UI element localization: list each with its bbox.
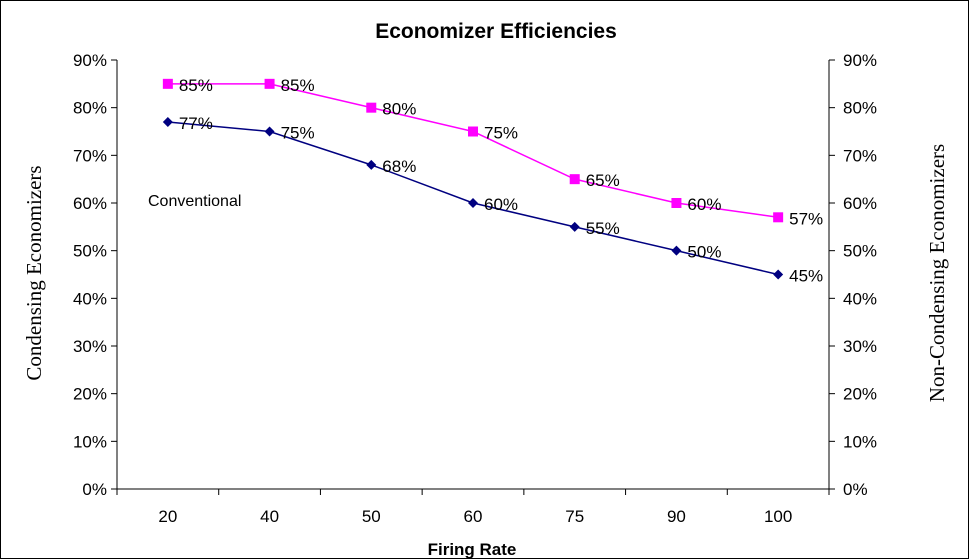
data-label-conventional: 75% <box>281 124 315 143</box>
y-left-tick-label: 20% <box>73 385 107 404</box>
y-right-tick-label: 80% <box>843 99 877 118</box>
series-conventional: 77% 75% 68% 60% 55% 50% 45% <box>162 114 823 286</box>
y-right-tick-label: 50% <box>843 242 877 261</box>
axes: 0% 0% 10% 10% 20% 20% 30% 30% 40% 40% 50% 50% 60% 60%… <box>73 51 877 526</box>
data-point-conventional <box>366 159 377 170</box>
x-tick-label: 100 <box>764 507 792 526</box>
data-point-condensing <box>773 212 784 223</box>
data-point-conventional <box>162 116 173 127</box>
series-condensing: 85% 85% 80% 75% 65% 60% 57% <box>162 76 823 228</box>
data-label-condensing: 65% <box>586 171 620 190</box>
data-point-conventional <box>468 198 478 208</box>
data-point-condensing <box>569 174 580 185</box>
chart-title: Economizer Efficiencies <box>375 20 617 43</box>
y-left-tick-label: 40% <box>73 289 107 308</box>
y-left-tick-label: 60% <box>73 194 107 213</box>
data-label-conventional: 60% <box>484 195 518 214</box>
y-left-tick-label: 70% <box>73 146 107 165</box>
y-right-tick-label: 40% <box>843 289 877 308</box>
y-axis-right-title: Non-Condensing Economizers <box>925 144 949 402</box>
y-right-tick-label: 70% <box>843 146 877 165</box>
series-layer: 85% 85% 80% 75% 65% 60% 57% 77% 75% 68% 60% 55% 50% 4… <box>162 76 823 286</box>
data-point-conventional <box>671 245 682 256</box>
x-tick-label: 60 <box>464 507 483 526</box>
data-label-condensing: 85% <box>281 76 315 95</box>
y-right-tick-label: 90% <box>843 51 877 70</box>
data-label-condensing: 57% <box>789 209 823 228</box>
y-right-tick-label: 0% <box>843 480 868 499</box>
data-label-condensing: 85% <box>179 76 213 95</box>
x-tick-label: 20 <box>158 507 177 526</box>
data-label-conventional: 68% <box>382 157 416 176</box>
x-tick-label: 75 <box>565 507 584 526</box>
data-label-conventional: 77% <box>179 114 213 133</box>
y-right-tick-label: 10% <box>843 432 877 451</box>
data-label-conventional: 55% <box>586 219 620 238</box>
y-left-tick-label: 50% <box>73 242 107 261</box>
y-left-tick-label: 30% <box>73 337 107 356</box>
data-point-condensing <box>264 78 275 89</box>
data-label-condensing: 80% <box>382 100 416 119</box>
data-point-condensing <box>468 126 478 137</box>
y-right-tick-label: 20% <box>843 385 877 404</box>
x-tick-label: 90 <box>667 507 686 526</box>
y-left-tick-label: 80% <box>73 99 107 118</box>
y-left-tick-label: 0% <box>82 480 107 499</box>
conventional-annotation: Conventional <box>148 193 241 210</box>
x-axis-title: Firing Rate <box>428 540 517 559</box>
x-tick-label: 50 <box>362 507 381 526</box>
y-right-tick-label: 30% <box>843 337 877 356</box>
y-right-tick-label: 60% <box>843 194 877 213</box>
data-point-conventional <box>264 126 275 137</box>
y-axis-left-title: Condensing Economizers <box>22 165 46 380</box>
data-point-condensing <box>366 102 377 113</box>
data-label-condensing: 75% <box>484 124 518 143</box>
data-label-condensing: 60% <box>687 195 721 214</box>
data-point-conventional <box>773 269 784 280</box>
y-left-tick-label: 10% <box>73 432 107 451</box>
data-point-condensing <box>671 198 682 208</box>
data-point-condensing <box>162 78 173 89</box>
data-label-conventional: 45% <box>789 267 823 286</box>
data-point-conventional <box>569 221 580 232</box>
x-tick-label: 40 <box>260 507 279 526</box>
y-left-tick-label: 90% <box>73 51 107 70</box>
data-label-conventional: 50% <box>687 243 721 262</box>
